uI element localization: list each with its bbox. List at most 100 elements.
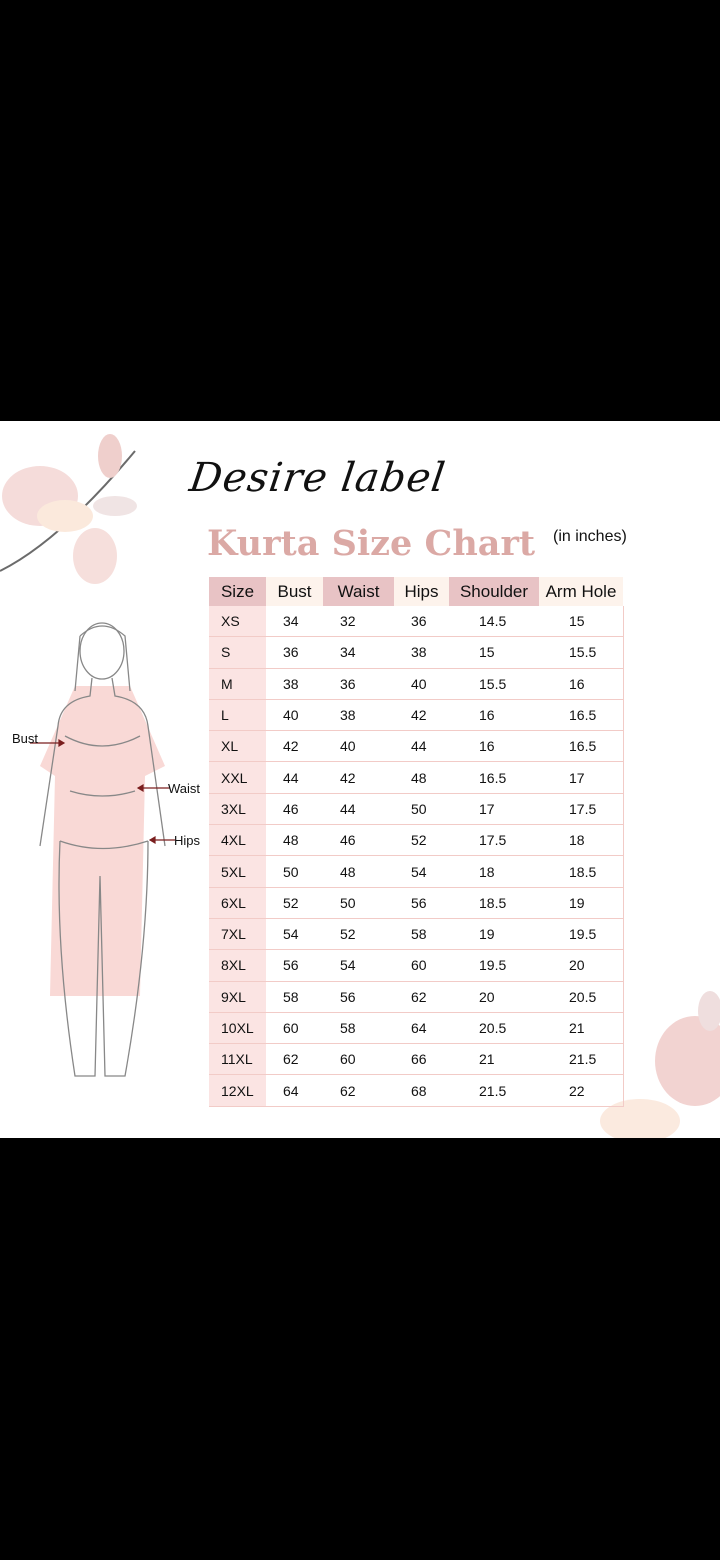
- table-row: 7XL 54 52 58 19 19.5: [209, 918, 624, 951]
- value-cell: 16: [449, 730, 539, 763]
- value-cell: 44: [266, 761, 323, 794]
- value-cell: 62: [394, 981, 449, 1013]
- value-cell: 34: [266, 606, 323, 638]
- value-cell: 44: [323, 793, 394, 826]
- table-row: M 38 36 40 15.5 16: [209, 668, 624, 700]
- value-cell: 36: [323, 668, 394, 700]
- value-cell: 18.5: [449, 887, 539, 919]
- table-row: 10XL 60 58 64 20.5 21: [209, 1012, 624, 1045]
- size-cell: S: [209, 636, 266, 669]
- value-cell: 20.5: [449, 1012, 539, 1045]
- value-cell: 15.5: [539, 636, 624, 669]
- column-header-shoulder: Shoulder: [449, 577, 539, 606]
- value-cell: 62: [266, 1043, 323, 1076]
- value-cell: 52: [266, 887, 323, 919]
- value-cell: 56: [394, 887, 449, 919]
- column-header-waist: Waist: [323, 577, 394, 606]
- value-cell: 60: [323, 1043, 394, 1076]
- value-cell: 19: [539, 887, 624, 919]
- table-row: 8XL 56 54 60 19.5 20: [209, 949, 624, 982]
- value-cell: 50: [394, 793, 449, 826]
- table-row: XS 34 32 36 14.5 15: [209, 606, 624, 638]
- size-cell: 3XL: [209, 793, 266, 826]
- value-cell: 17: [449, 793, 539, 826]
- value-cell: 58: [394, 918, 449, 951]
- size-cell: XL: [209, 730, 266, 763]
- value-cell: 54: [266, 918, 323, 951]
- value-cell: 52: [394, 824, 449, 857]
- value-cell: 58: [323, 1012, 394, 1045]
- value-cell: 42: [266, 730, 323, 763]
- body-measurement-figure: [30, 622, 175, 1077]
- flower-decoration-bottom-right: [600, 991, 720, 1138]
- table-row: 4XL 48 46 52 17.5 18: [209, 824, 624, 857]
- table-row: 9XL 58 56 62 20 20.5: [209, 981, 624, 1013]
- table-row: 6XL 52 50 56 18.5 19: [209, 887, 624, 919]
- value-cell: 19: [449, 918, 539, 951]
- value-cell: 20.5: [539, 981, 624, 1013]
- value-cell: 19.5: [449, 949, 539, 982]
- size-cell: 10XL: [209, 1012, 266, 1045]
- size-cell: XXL: [209, 761, 266, 794]
- size-table: Size Bust Waist Hips Shoulder Arm Hole XS 34 32…: [209, 577, 624, 1107]
- value-cell: 50: [266, 855, 323, 888]
- value-cell: 34: [323, 636, 394, 669]
- table-row: L 40 38 42 16 16.5: [209, 699, 624, 732]
- table-row: 11XL 62 60 66 21 21.5: [209, 1043, 624, 1076]
- table-row: 12XL 64 62 68 21.5 22: [209, 1074, 624, 1107]
- value-cell: 38: [394, 636, 449, 669]
- value-cell: 54: [394, 855, 449, 888]
- value-cell: 15: [449, 636, 539, 669]
- value-cell: 18: [539, 824, 624, 857]
- value-cell: 15.5: [449, 668, 539, 700]
- value-cell: 64: [266, 1074, 323, 1107]
- column-header-bust: Bust: [266, 577, 323, 606]
- hips-label: Hips: [174, 833, 201, 848]
- page-title: Kurta Size Chart: [207, 523, 536, 564]
- size-cell: 9XL: [209, 981, 266, 1013]
- unit-note: (in inches): [553, 528, 627, 545]
- size-cell: 4XL: [209, 824, 266, 857]
- value-cell: 50: [323, 887, 394, 919]
- value-cell: 16: [449, 699, 539, 732]
- size-cell: XS: [209, 606, 266, 638]
- table-row: XXL 44 42 48 16.5 17: [209, 761, 624, 794]
- value-cell: 66: [394, 1043, 449, 1076]
- value-cell: 16: [539, 668, 624, 700]
- value-cell: 22: [539, 1074, 624, 1107]
- bust-label: Bust: [12, 731, 39, 746]
- table-row: S 36 34 38 15 15.5: [209, 636, 624, 669]
- value-cell: 44: [394, 730, 449, 763]
- value-cell: 68: [394, 1074, 449, 1107]
- size-cell: 6XL: [209, 887, 266, 919]
- table-row: XL 42 40 44 16 16.5: [209, 730, 624, 763]
- value-cell: 38: [266, 668, 323, 700]
- value-cell: 40: [266, 699, 323, 732]
- value-cell: 21: [449, 1043, 539, 1076]
- value-cell: 19.5: [539, 918, 624, 951]
- value-cell: 42: [394, 699, 449, 732]
- size-cell: 12XL: [209, 1074, 266, 1107]
- value-cell: 21.5: [539, 1043, 624, 1076]
- value-cell: 17.5: [539, 793, 624, 826]
- column-header-size: Size: [209, 577, 266, 606]
- value-cell: 36: [394, 606, 449, 638]
- brand-logo: Desire label: [186, 455, 449, 501]
- size-cell: 11XL: [209, 1043, 266, 1076]
- size-cell: L: [209, 699, 266, 732]
- value-cell: 42: [323, 761, 394, 794]
- value-cell: 18.5: [539, 855, 624, 888]
- value-cell: 54: [323, 949, 394, 982]
- value-cell: 40: [394, 668, 449, 700]
- value-cell: 38: [323, 699, 394, 732]
- column-header-arm-hole: Arm Hole: [539, 577, 623, 606]
- value-cell: 15: [539, 606, 624, 638]
- value-cell: 56: [266, 949, 323, 982]
- table-row: 5XL 50 48 54 18 18.5: [209, 855, 624, 888]
- value-cell: 14.5: [449, 606, 539, 638]
- value-cell: 16.5: [449, 761, 539, 794]
- size-cell: 7XL: [209, 918, 266, 951]
- value-cell: 17: [539, 761, 624, 794]
- waist-label: Waist: [168, 781, 201, 796]
- value-cell: 60: [394, 949, 449, 982]
